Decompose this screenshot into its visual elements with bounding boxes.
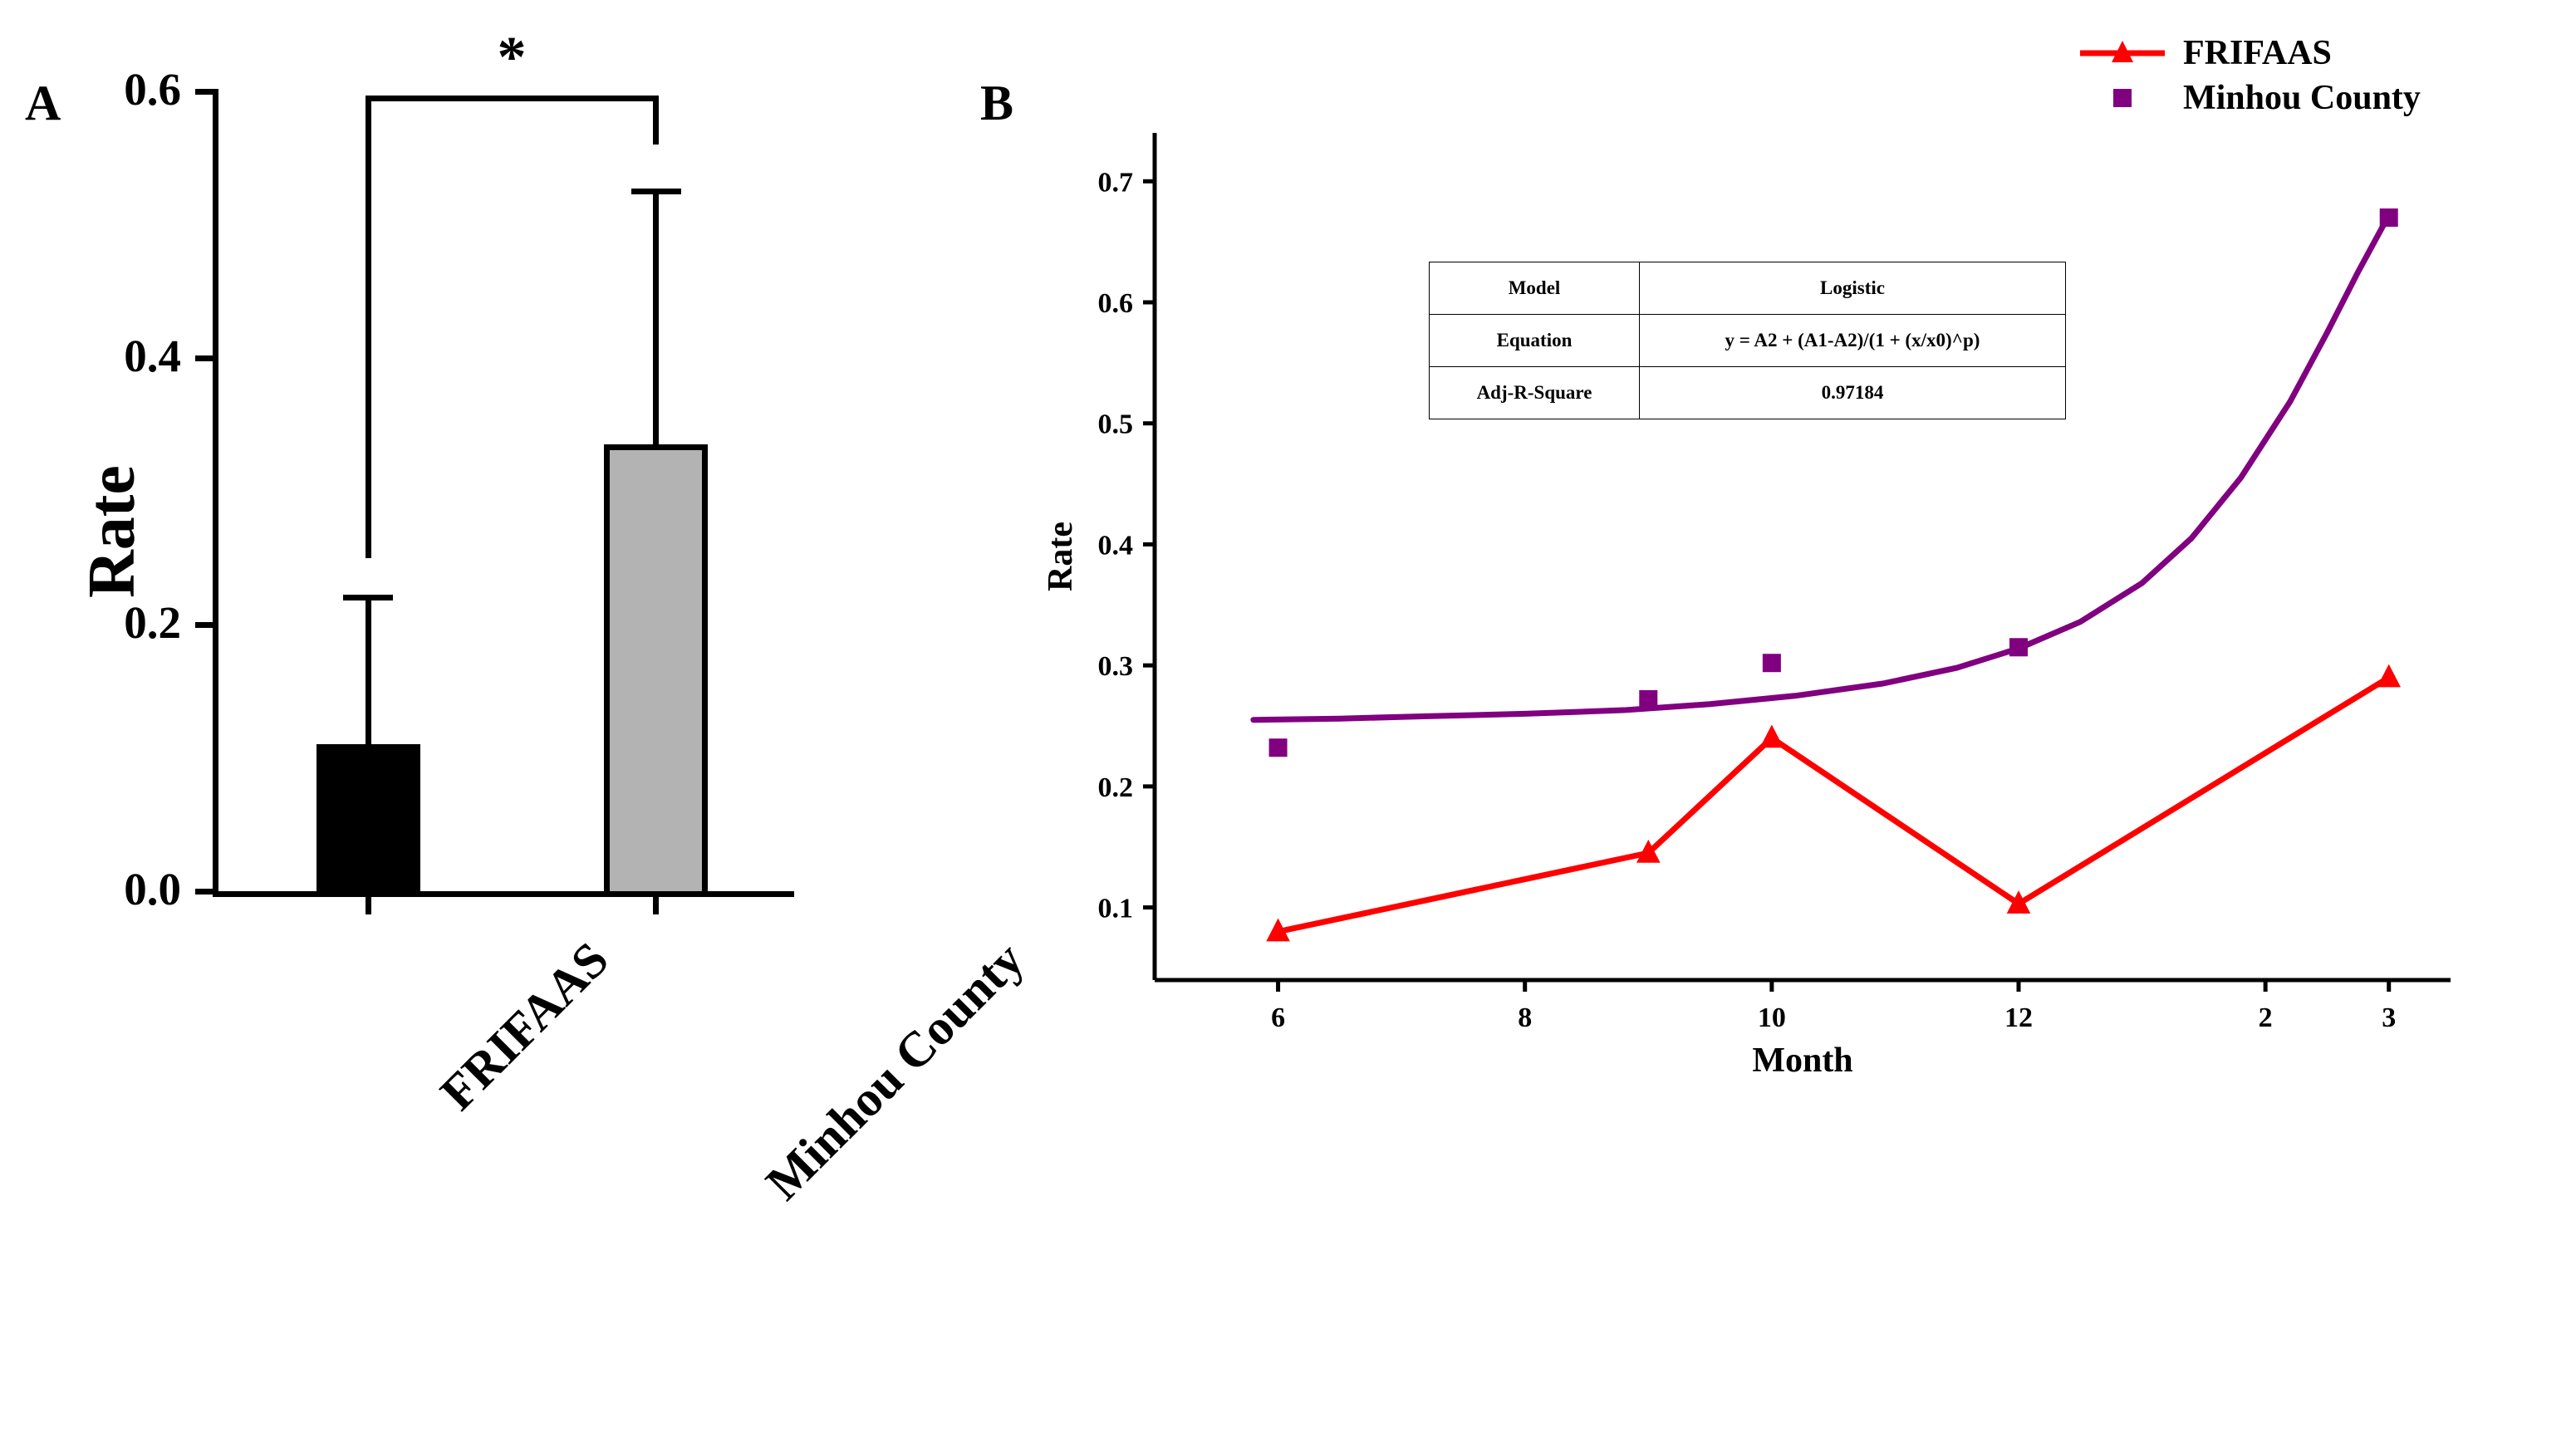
fit-table-key: Adj-R-Square <box>1430 367 1640 419</box>
chart-b-minhou-marker <box>1763 654 1781 672</box>
chart-b-frifaas-marker <box>2377 664 2401 688</box>
chart-a-yticklabel: 0.4 <box>90 330 181 382</box>
chart-b-xlabel: Month <box>1752 1042 1852 1080</box>
panel-a-label: A <box>25 75 61 132</box>
chart-a-ytick <box>195 889 218 895</box>
chart-b-yticklabel: 0.7 <box>1098 167 1134 198</box>
chart-b-yticklabel: 0.1 <box>1098 894 1134 924</box>
fit-table-row: Equationy = A2 + (A1-A2)/(1 + (x/x0)^p) <box>1430 315 2066 367</box>
chart-a-bar <box>604 444 708 891</box>
chart-a-ytick <box>195 622 218 628</box>
chart-b-minhou-marker <box>2009 638 2028 656</box>
chart-b-minhou-marker <box>2380 208 2398 227</box>
chart-a-xcatlabel: Minhou County <box>754 931 1035 1212</box>
chart-b-xticklabel: 10 <box>1758 1002 1786 1033</box>
chart-a-bar <box>316 744 420 891</box>
legend-item-frifaas: FRIFAAS <box>2077 33 2421 73</box>
chart-b-minhou-marker <box>1639 690 1657 708</box>
chart-a-ytick <box>195 355 218 361</box>
chart-b-yticklabel: 0.2 <box>1098 772 1134 803</box>
chart-a-xtick <box>653 891 659 914</box>
chart-b-yticklabel: 0.3 <box>1098 651 1134 682</box>
chart-a-ylabel: Rate <box>75 465 150 598</box>
chart-a-yticklabel: 0.2 <box>90 596 181 649</box>
legend: FRIFAASMinhou County <box>2077 33 2421 118</box>
chart-b-xticklabel: 6 <box>1271 1002 1285 1033</box>
figure-canvas: A Rate * B FRIFAASMinhou County 68101223… <box>0 0 2576 1446</box>
chart-a-yticklabel: 0.6 <box>90 63 181 115</box>
chart-a-sig-vline-right <box>653 96 659 145</box>
chart-a-errorbar-stem <box>366 598 371 745</box>
chart-a-yticklabel: 0.0 <box>90 863 181 915</box>
chart-a-errorbar-cap <box>631 189 681 194</box>
chart-a-sig-symbol: * <box>498 25 527 91</box>
chart-a-sig-hline <box>366 96 660 101</box>
chart-a-errorbar-stem <box>653 191 659 444</box>
chart-b-yticklabel: 0.5 <box>1098 409 1134 440</box>
fit-table-value: y = A2 + (A1-A2)/(1 + (x/x0)^p) <box>1640 315 2066 367</box>
chart-a-xtick <box>366 891 371 914</box>
chart-b-xticklabel: 12 <box>2004 1002 2033 1033</box>
fit-table-key: Model <box>1430 262 1640 315</box>
fit-table-value: 0.97184 <box>1640 367 2066 419</box>
fit-table-row: ModelLogistic <box>1430 262 2066 315</box>
fit-table: ModelLogisticEquationy = A2 + (A1-A2)/(1… <box>1429 262 2066 419</box>
chart-b-xticklabel: 3 <box>2382 1002 2396 1033</box>
chart-b-xticklabel: 8 <box>1518 1002 1532 1033</box>
legend-label-frifaas: FRIFAAS <box>2183 33 2332 73</box>
chart-a-ytick <box>195 89 218 95</box>
chart-a-xcatlabel: FRIFAAS <box>429 931 621 1122</box>
fit-table-row: Adj-R-Square0.97184 <box>1430 367 2066 419</box>
chart-a-plot: * <box>213 91 794 897</box>
panel-b-label: B <box>980 75 1013 132</box>
chart-b-frifaas-marker <box>1760 724 1784 748</box>
chart-b-xticklabel: 2 <box>2259 1002 2273 1033</box>
chart-b-yticklabel: 0.4 <box>1098 530 1134 561</box>
legend-swatch-frifaas <box>2077 34 2168 72</box>
chart-a-errorbar-cap <box>343 595 393 600</box>
chart-b-ylabel: Rate <box>1047 522 1080 591</box>
chart-b-plot: 6810122340.10.20.30.40.50.60.7MonthRate <box>1047 108 2500 1121</box>
fit-table-key: Equation <box>1430 315 1640 367</box>
chart-b-yticklabel: 0.6 <box>1098 288 1134 319</box>
chart-b-minhou-marker <box>1269 738 1288 757</box>
fit-table-value: Logistic <box>1640 262 2066 315</box>
chart-a-sig-vline-left <box>366 96 371 558</box>
